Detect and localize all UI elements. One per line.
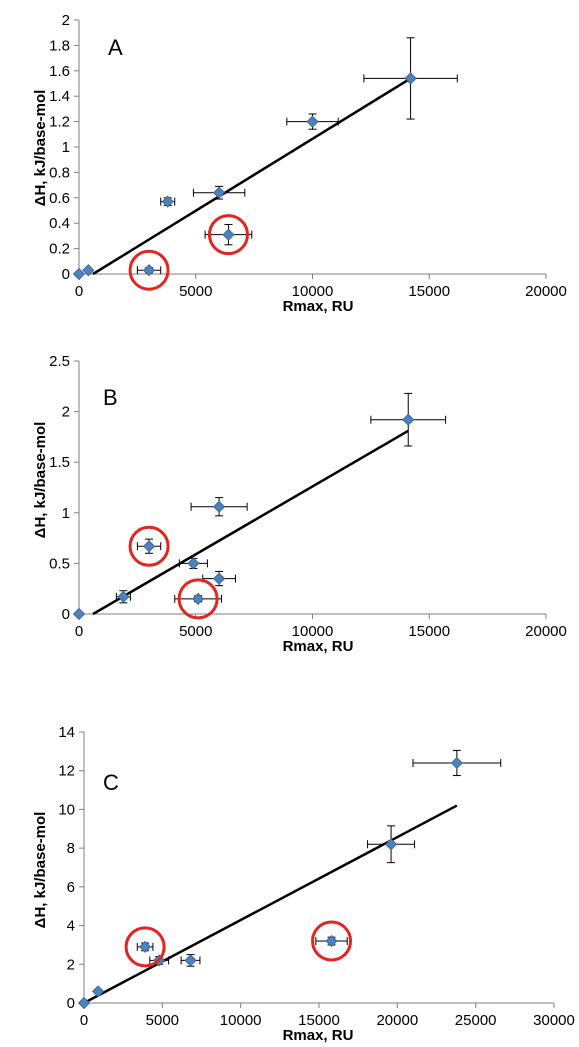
y-tick-label: 0.6 [49,190,70,207]
plot-area-b: 0 0.5 1 1.5 2 2.5 0 5000 10000 15000 20000 [49,353,567,640]
x-tick-label: 10000 [292,283,334,300]
y-tick-label: 2 [62,404,70,421]
x-tick-label: 20000 [376,1012,418,1029]
panel-label-a: A [108,35,123,60]
data-point [117,590,130,603]
panel-label-b: B [103,385,118,410]
x-tick-label: 25000 [455,1012,497,1029]
data-point [161,195,174,208]
y-tick-label: 1.2 [49,114,70,131]
x-tick-label: 20000 [525,623,567,640]
y-tick-label: 0.4 [49,215,70,232]
x-tick-label: 5000 [179,623,212,640]
y-tick-label: 1.8 [49,37,70,54]
trendline [92,77,412,276]
x-tick-label: 10000 [220,1012,262,1029]
y-tick-label: 8 [67,840,75,857]
x-tick-label: 0 [80,1012,88,1029]
x-tick-label: 20000 [525,283,567,300]
data-point [306,115,319,128]
y-tick-label: 4 [67,918,75,935]
data-point [187,557,200,570]
x-tick-label: 10000 [292,623,334,640]
panel-label-c: C [103,770,119,795]
y-tick-label: 0.2 [49,241,70,258]
x-tick-label: 0 [75,283,83,300]
y-tick-label: 0 [62,266,70,283]
trendline [83,804,458,1005]
xlabel-c: Rmax, RU [283,1027,354,1044]
xlabel-b: Rmax, RU [283,638,354,655]
xlabel-a: Rmax, RU [283,298,354,315]
y-tick-label: 2.5 [49,353,70,370]
y-tick-label: 12 [58,763,75,780]
y-tick-label: 1.5 [49,454,70,471]
data-point [213,572,226,585]
highlight-circle [128,249,170,291]
y-tick-label: 0 [62,606,70,623]
data-point [82,264,95,277]
y-tick-label: 1 [62,505,70,522]
data-point [402,413,415,426]
panel-c: C ΔH, kJ/base-mol Rmax, RU 0 2 4 6 8 10 12 14 0 5… [32,724,575,1044]
panel-b: B ΔH, kJ/base-mol Rmax, RU 00.511.522.50… [32,353,567,655]
x-tick-label: 0 [75,623,83,640]
ylabel-b: ΔH, kJ/base-mol [32,422,49,539]
x-tick-label: 15000 [408,623,450,640]
y-tick-label: 0.5 [49,555,70,572]
x-tick-label: 15000 [298,1012,340,1029]
y-tick-label: 1.4 [49,88,70,105]
trendline [92,429,409,616]
data-point [142,264,156,277]
y-tick-label: 1.6 [49,63,70,80]
data-point [139,940,152,953]
panel-a: A ΔH, kJ/base-mol Rmax, RU 0 0.2 0.4 0.6 0.8… [32,12,567,315]
data-point [213,186,226,199]
y-tick-label: 14 [58,724,75,741]
data-point [325,934,338,948]
data-point [77,996,91,1010]
y-tick-label: 0.8 [49,164,70,181]
x-tick-label: 15000 [408,283,450,300]
data-point [404,72,417,85]
x-tick-label: 5000 [179,283,212,300]
plot-area-c: 0 2 4 6 8 10 12 14 0 5000 10000 15000 20000 25000 3000… [58,724,575,1029]
highlight-circle [177,578,219,620]
y-tick-label: 2 [62,12,70,29]
ylabel-a: ΔH, kJ/base-mol [32,90,49,207]
x-tick-label: 5000 [146,1012,179,1029]
ylabel-c: ΔH, kJ/base-mol [32,812,49,929]
data-point [192,592,205,605]
data-point [213,500,226,513]
y-tick-label: 6 [67,879,75,896]
highlight-circle [311,920,353,962]
data-point [222,228,235,241]
y-tick-label: 10 [58,801,75,818]
data-point [92,985,105,998]
y-tick-label: 0 [67,995,75,1012]
data-point [72,607,86,621]
highlight-circle [124,926,166,968]
data-point [450,756,463,770]
data-point [72,267,86,281]
highlight-circle [207,214,249,256]
plot-area-a: 0 0.2 0.4 0.6 0.8 1 1.2 1.4 1.6 1.8 2 0 5000 10000 150… [49,12,567,300]
data-point [184,954,197,967]
data-point [385,838,398,851]
x-tick-label: 30000 [533,1012,575,1029]
data-point [142,540,156,553]
y-tick-label: 2 [67,956,75,973]
y-tick-label: 1 [62,139,70,156]
highlight-circle [128,525,170,567]
